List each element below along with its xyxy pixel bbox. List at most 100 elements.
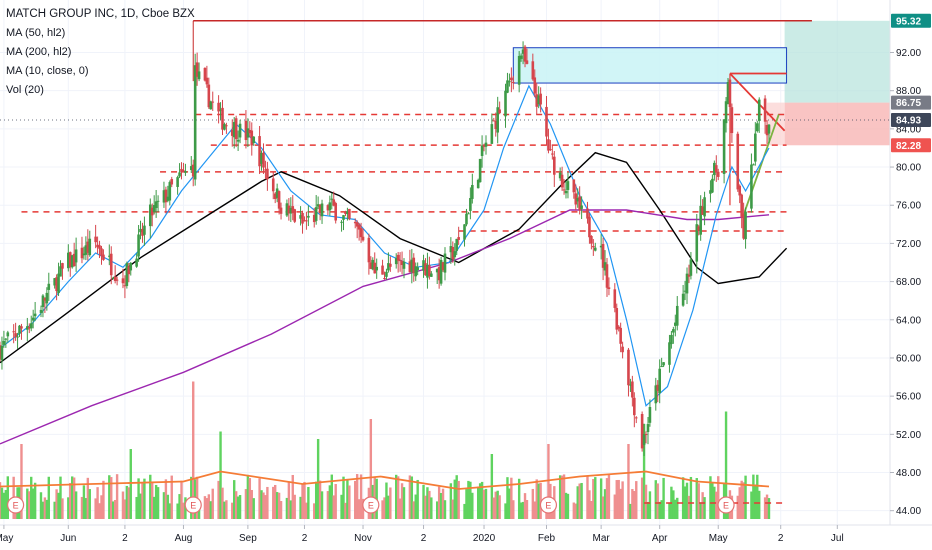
candle-body — [135, 258, 138, 267]
volume-bar — [439, 493, 443, 519]
volume-bar — [234, 491, 238, 519]
candle-body — [207, 84, 211, 108]
stop-zone — [784, 102, 890, 146]
y-tick-label: 44.00 — [896, 506, 921, 517]
volume-bar — [685, 482, 689, 519]
candle-body — [435, 268, 439, 273]
volume-bar — [635, 481, 638, 519]
volume-bar — [4, 489, 8, 519]
y-tick-label: 72.00 — [896, 239, 921, 250]
candle-body — [646, 424, 650, 432]
candle-body — [701, 206, 704, 215]
candle-body — [763, 98, 767, 122]
x-tick-label: Mar — [593, 533, 611, 544]
candle-body — [508, 81, 511, 83]
candle-body — [478, 158, 482, 183]
candle-body — [373, 262, 377, 274]
volume-bar — [574, 503, 577, 519]
volume-bar — [592, 478, 595, 519]
candle-body — [640, 414, 644, 449]
volume-bar — [763, 497, 767, 519]
candle-body — [480, 145, 484, 156]
volume-bar — [437, 486, 441, 519]
volume-bar — [346, 478, 349, 519]
volume-bar — [260, 490, 263, 519]
volume-bar — [164, 479, 168, 519]
candle-body — [61, 263, 64, 269]
earnings-marker-label: E — [723, 501, 729, 511]
volume-bar — [400, 483, 404, 519]
ma200-line — [0, 209, 770, 445]
earnings-marker-label: E — [190, 501, 196, 511]
candle-body — [217, 102, 220, 112]
candle-body — [264, 169, 267, 171]
candle-body — [225, 125, 228, 127]
volume-bar — [395, 474, 398, 519]
volume-bar — [61, 498, 64, 519]
volume-bar — [223, 501, 226, 519]
candle-body — [574, 193, 578, 205]
time-axis-panel — [0, 525, 932, 550]
candle-body — [381, 265, 384, 275]
candle-body — [109, 253, 113, 276]
volume-bar — [334, 484, 337, 519]
volume-bar — [326, 491, 330, 519]
candle-body — [552, 156, 556, 175]
candle-body — [359, 228, 363, 238]
volume-bar — [453, 479, 456, 519]
legend-ma200[interactable]: MA (200, hl2) — [6, 46, 72, 58]
candle-body — [238, 123, 242, 138]
volume-bar — [115, 474, 119, 519]
candle-body — [277, 191, 281, 209]
candle-body — [619, 327, 622, 344]
volume-bar — [162, 492, 166, 519]
volume-bar — [633, 490, 636, 519]
candle-body — [367, 237, 371, 263]
volume-bar — [424, 495, 427, 519]
candle-body — [537, 95, 540, 105]
legend-ma10[interactable]: MA (10, close, 0) — [6, 65, 89, 77]
candle-body — [588, 216, 591, 238]
volume-bar — [219, 431, 222, 519]
volume-bar — [279, 501, 283, 519]
volume-bar — [307, 486, 310, 519]
candle-body — [4, 338, 8, 340]
volume-bar — [644, 484, 648, 519]
candle-body — [0, 345, 2, 359]
volume-bar — [340, 494, 343, 519]
candle-body — [102, 254, 105, 260]
candle-body — [303, 220, 306, 222]
volume-bar — [96, 487, 99, 519]
candle-body — [221, 107, 224, 130]
candle-body — [416, 267, 419, 270]
candle-body — [53, 278, 56, 286]
legend-volume[interactable]: Vol (20) — [6, 84, 44, 96]
volume-bar — [412, 501, 415, 519]
ma50-line — [0, 151, 788, 364]
candle-body — [191, 164, 195, 177]
symbol-title[interactable]: MATCH GROUP INC, 1D, Cboe BZX — [6, 8, 195, 20]
volume-ma-line — [0, 470, 770, 490]
volume-bar — [39, 492, 43, 519]
legend-ma50[interactable]: MA (50, hl2) — [6, 27, 66, 39]
candle-body — [230, 129, 234, 136]
candle-body — [615, 308, 619, 330]
candle-body — [150, 207, 154, 216]
volume-bar — [615, 480, 618, 519]
volume-bar — [660, 500, 663, 519]
candle-body — [716, 171, 720, 177]
candle-body — [414, 266, 418, 277]
volume-bar — [314, 481, 318, 519]
candle-body — [371, 259, 375, 270]
candle-body — [545, 106, 548, 137]
candle-body — [72, 253, 76, 267]
volume-bar — [455, 475, 458, 519]
volume-bar — [510, 477, 513, 519]
volume-bar — [594, 477, 597, 519]
volume-bar — [430, 497, 433, 519]
volume-bar — [369, 419, 373, 519]
candle-body — [730, 107, 734, 134]
volume-bar — [57, 492, 60, 519]
candle-body — [209, 101, 213, 110]
